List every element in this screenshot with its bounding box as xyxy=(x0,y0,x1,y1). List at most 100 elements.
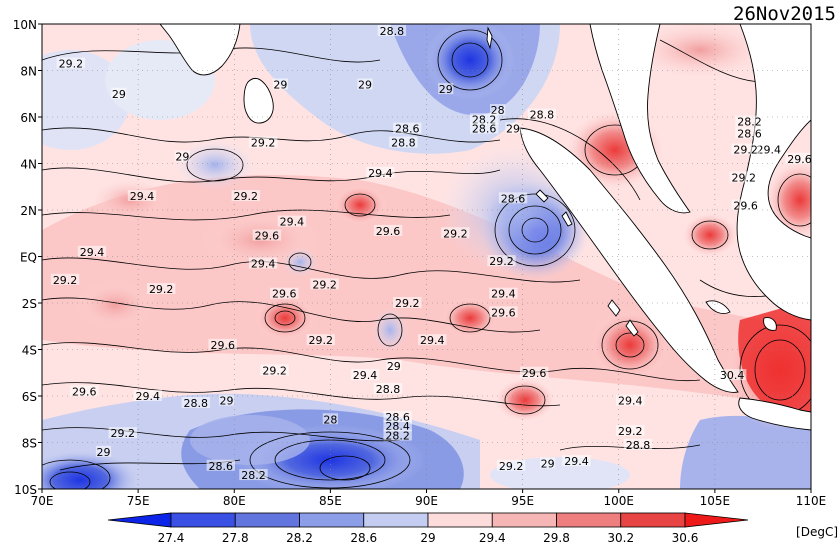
contour-label-bg xyxy=(127,190,157,202)
contour-label: 29 xyxy=(175,151,189,164)
lon-tick-label: 75E xyxy=(127,494,150,508)
contour-label-bg xyxy=(56,57,86,69)
land-india xyxy=(159,24,241,76)
contour-label: 28.2 xyxy=(385,430,410,443)
contour-label-bg xyxy=(489,287,518,299)
lon-tick-label: 95E xyxy=(511,494,534,508)
contour-label-bg xyxy=(108,427,137,439)
contour-label: 28.6 xyxy=(395,123,420,136)
contour-label: 29 xyxy=(439,83,453,96)
land-andaman xyxy=(486,26,493,50)
contour-label-bg xyxy=(70,385,99,397)
contour-label-bg xyxy=(519,366,549,378)
contour-label-bg xyxy=(438,83,454,95)
contour-label: 29.4 xyxy=(80,246,105,259)
contour-label-bg xyxy=(95,445,112,457)
longitude-axis: 70E 75E 80E 85E 90E 95E 100E 105E 110E xyxy=(31,489,827,508)
lat-tick-label: 6S xyxy=(22,390,37,404)
lon-tick-label: 80E xyxy=(223,494,246,508)
contour-label-bg xyxy=(498,192,528,204)
contour-label: 29.2 xyxy=(251,137,276,150)
contour-label: 29 xyxy=(541,457,555,470)
contour-label: 29.4 xyxy=(353,369,378,382)
contour-label: 29.4 xyxy=(756,144,781,157)
contour-label-bg xyxy=(322,413,338,425)
colorbar-segment xyxy=(234,512,300,528)
colorbar-label: 29.4 xyxy=(479,531,506,545)
contour-label-bg xyxy=(383,420,412,432)
contour-label: 29.2 xyxy=(618,425,643,438)
contour-label-bg xyxy=(562,455,591,467)
contour-label-bg xyxy=(731,143,760,155)
contour-label-bg xyxy=(505,122,521,134)
lat-tick-label: 8N xyxy=(20,65,37,79)
colorbar-segment xyxy=(299,512,365,528)
colorbar-label: 27.4 xyxy=(158,531,185,545)
land-sumatra xyxy=(519,127,739,393)
contour-label-bg xyxy=(393,122,422,134)
contour-label-bg xyxy=(272,78,288,90)
contour-label: 29.6 xyxy=(733,199,758,212)
contour-label-bg xyxy=(181,396,210,408)
contour-label-bg xyxy=(218,394,235,406)
contour-label-bg xyxy=(469,113,499,125)
lon-tick-label: 110E xyxy=(796,494,827,508)
contour-label-bg xyxy=(248,136,278,148)
contour-label: 28.8 xyxy=(391,137,416,150)
contour-label-bg xyxy=(270,287,299,299)
contour-label-bg xyxy=(260,364,289,376)
contour-label: 29.4 xyxy=(618,395,643,408)
contour-label-bg xyxy=(208,338,237,350)
colorbar-low-arrow xyxy=(107,512,172,528)
colorbar-segment xyxy=(620,512,686,528)
contour-label: 28.2 xyxy=(241,469,266,482)
contour-label: 29.6 xyxy=(376,225,401,238)
colorbar-label: 28.6 xyxy=(350,531,377,545)
contour-label-bg xyxy=(731,199,760,211)
contour-label-bg xyxy=(616,394,645,406)
graticule xyxy=(42,24,811,489)
latitude-axis: 10N 8N 6N 4N 2N EQ 2S 4S 6S 8S 10S xyxy=(13,18,42,497)
contour-label: 28 xyxy=(323,413,337,426)
contour-label-bg xyxy=(252,229,282,241)
contour-label: 29.2 xyxy=(733,144,758,157)
contour-label-bg xyxy=(389,136,418,148)
colorbar-segment xyxy=(427,512,493,528)
contour-label-bg xyxy=(50,273,80,285)
contour-label-bg xyxy=(441,227,470,239)
lon-tick-label: 100E xyxy=(604,494,635,508)
contour-label: 29.4 xyxy=(491,288,516,301)
colorbar-label: 30.6 xyxy=(672,531,699,545)
contour-label: 29.2 xyxy=(53,274,78,287)
contour-label: 28.6 xyxy=(501,192,526,205)
contour-label: 28.8 xyxy=(376,383,401,396)
contour-label-bg xyxy=(418,334,447,346)
contour-label-bg xyxy=(146,283,176,295)
contour-label-bg xyxy=(377,24,407,36)
contour-label-bg xyxy=(496,459,526,471)
lon-tick-label: 85E xyxy=(319,494,342,508)
colorbar-high-arrow xyxy=(684,512,749,528)
contour-label: 28.6 xyxy=(737,127,762,140)
contour-lines xyxy=(42,29,811,489)
contour-label: 29 xyxy=(506,123,520,136)
contour-label: 29.2 xyxy=(234,190,259,203)
land-masses xyxy=(159,24,811,431)
contour-label: 29 xyxy=(97,446,111,459)
colorbar-segment xyxy=(491,512,557,528)
contour-label: 29.6 xyxy=(210,339,235,352)
land-java xyxy=(738,397,811,431)
colorbar-label: 28.2 xyxy=(286,531,313,545)
colorbar-label: 29.8 xyxy=(543,531,570,545)
lon-tick-label: 105E xyxy=(700,494,731,508)
colorbar-segment xyxy=(363,512,429,528)
contour-label: 29 xyxy=(387,360,401,373)
contour-label-bg xyxy=(366,166,395,178)
contour-label: 29.6 xyxy=(522,367,547,380)
contour-label: 28.6 xyxy=(472,123,497,136)
contour-label-bg xyxy=(735,115,764,127)
contour-label: 29.4 xyxy=(368,167,393,180)
lat-tick-label: 2N xyxy=(20,204,37,218)
